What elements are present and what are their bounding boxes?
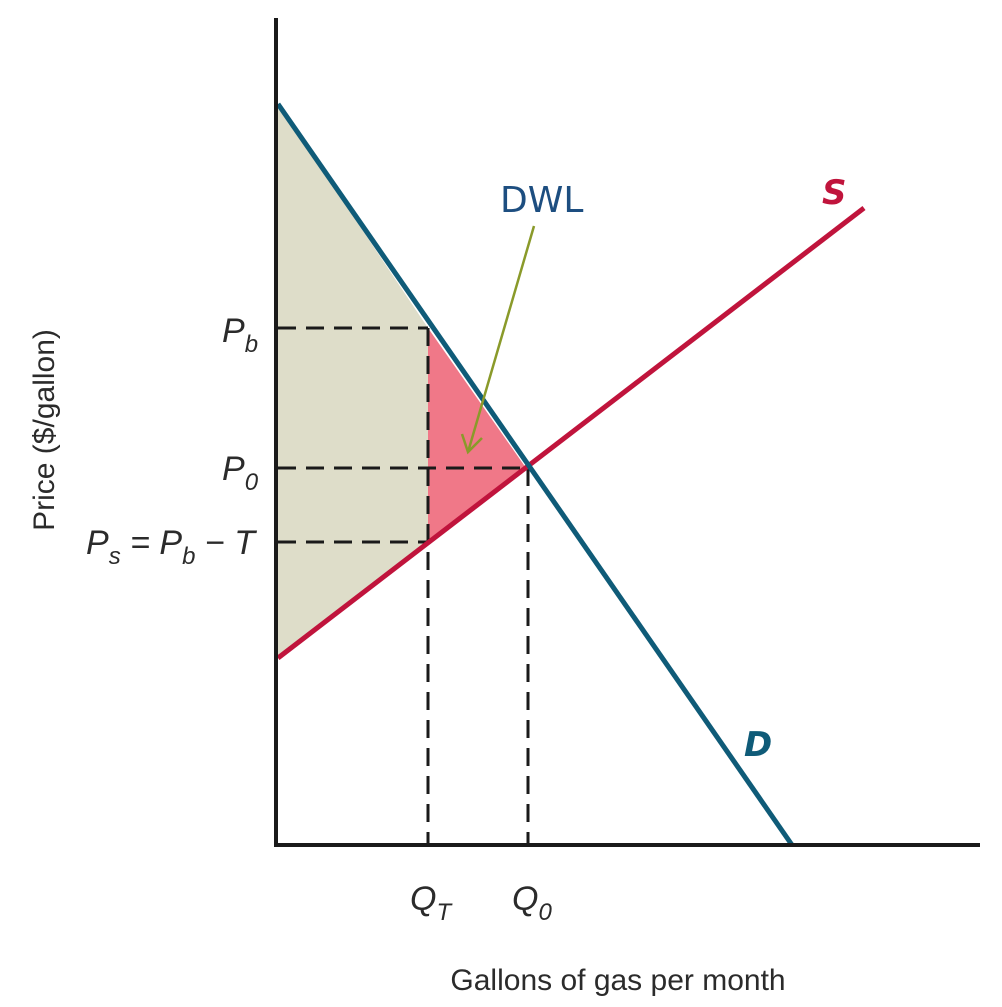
demand-curve: [275, 102, 795, 847]
q0-label: Q0: [512, 880, 552, 926]
dwl-arrow-head: [460, 433, 483, 455]
dwl-label: DWL: [500, 180, 583, 221]
surplus-area: [278, 104, 428, 658]
ps-label: Ps = Pb − T: [86, 524, 257, 570]
supply-curve: [276, 206, 866, 660]
supply-label: S: [822, 173, 847, 213]
deadweight-loss-area: [428, 328, 526, 542]
qt-label: QT: [410, 880, 453, 926]
y-axis-title: Price ($/gallon): [28, 329, 61, 531]
dwl-arrow-shaft: [466, 225, 536, 453]
pb-label: Pb: [222, 312, 258, 358]
p0-label: P0: [222, 450, 259, 496]
x-axis-title: Gallons of gas per month: [450, 964, 785, 997]
demand-label: D: [744, 725, 772, 765]
